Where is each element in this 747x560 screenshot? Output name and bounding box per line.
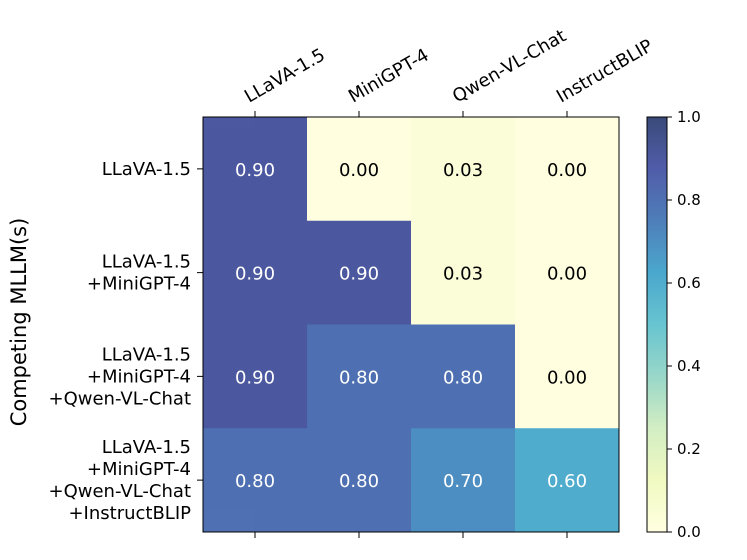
cell-value-label: 0.80 (339, 471, 379, 492)
heatmap-cell (203, 324, 308, 429)
cell-value-label: 0.90 (235, 264, 275, 285)
colorbar: 0.0 0.2 0.4 0.6 0.8 1.0 (646, 108, 701, 541)
colorbar-gradient (647, 117, 667, 532)
x-tick-label: Qwen-VL-Chat (449, 25, 570, 107)
colorbar-tick-label: 0.0 (677, 523, 701, 541)
y-tick-label-line: +Qwen-VL-Chat (49, 481, 191, 502)
y-tick-label-line: +InstructBLIP (68, 503, 191, 524)
x-tick-label: InstructBLIP (553, 35, 657, 107)
y-tick-label-line: LLaVA-1.5 (102, 159, 191, 180)
y-tick-label-line: LLaVA-1.5 (102, 437, 191, 458)
heatmap-cell (515, 220, 620, 325)
cell-value-label: 0.00 (547, 160, 587, 181)
heatmap-cell (203, 220, 308, 325)
cell-value-label: 0.60 (547, 471, 587, 492)
y-tick-label-line: +MiniGPT-4 (87, 459, 191, 480)
cell-value-label: 0.03 (443, 264, 483, 285)
colorbar-frame (646, 116, 668, 533)
heatmap-cell (203, 117, 308, 222)
cell-value-label: 0.80 (339, 367, 379, 388)
y-tick-label-line: +Qwen-VL-Chat (49, 388, 191, 409)
heatmap-cell (515, 324, 620, 429)
y-axis-title: Competing MLLM(s) (7, 218, 31, 427)
colorbar-tick-label: 0.2 (677, 440, 701, 458)
y-tick-label-line: LLaVA-1.5 (102, 344, 191, 365)
cell-value-label: 0.90 (235, 160, 275, 181)
x-tick-label: MiniGPT-4 (345, 45, 433, 108)
cell-value-label: 0.90 (235, 367, 275, 388)
cell-value-label: 0.80 (235, 471, 275, 492)
heatmap-cell (411, 117, 516, 222)
cell-value-label: 0.00 (547, 367, 587, 388)
plot-frame (202, 116, 620, 533)
x-tick-label: LLaVA-1.5 (241, 44, 329, 107)
cell-value-label: 0.03 (443, 160, 483, 181)
heatmap-cell (411, 220, 516, 325)
cell-value-label: 0.90 (339, 264, 379, 285)
colorbar-tick-label: 0.4 (677, 357, 701, 375)
y-tick-label-line: +MiniGPT-4 (87, 366, 191, 387)
heatmap-cell (515, 428, 620, 533)
colorbar-tick-label: 0.8 (677, 191, 701, 209)
cell-value-label: 0.70 (443, 471, 483, 492)
cell-value-label: 0.00 (339, 160, 379, 181)
colorbar-tick-label: 0.6 (677, 274, 701, 292)
heatmap-cell (411, 324, 516, 429)
heatmap-cells (203, 117, 620, 533)
cell-value-label: 0.80 (443, 367, 483, 388)
cell-value-label: 0.00 (547, 264, 587, 285)
heatmap-cell (411, 428, 516, 533)
colorbar-tick-label: 1.0 (677, 108, 701, 126)
y-axis: LLaVA-1.5LLaVA-1.5+MiniGPT-4LLaVA-1.5+Mi… (49, 159, 203, 524)
heatmap-cell (307, 117, 412, 222)
heatmap-cell (203, 428, 308, 533)
y-tick-label-line: +MiniGPT-4 (87, 274, 191, 295)
heatmap-cell (307, 324, 412, 429)
heatmap-cell (307, 428, 412, 533)
heatmap-cell (515, 117, 620, 222)
heatmap-cell-labels: 0.90 0.00 0.03 0.00 0.90 0.90 0.03 0.00 0.90 0.80… (235, 160, 587, 492)
heatmap-cell (307, 220, 412, 325)
y-tick-label-line: LLaVA-1.5 (102, 252, 191, 273)
